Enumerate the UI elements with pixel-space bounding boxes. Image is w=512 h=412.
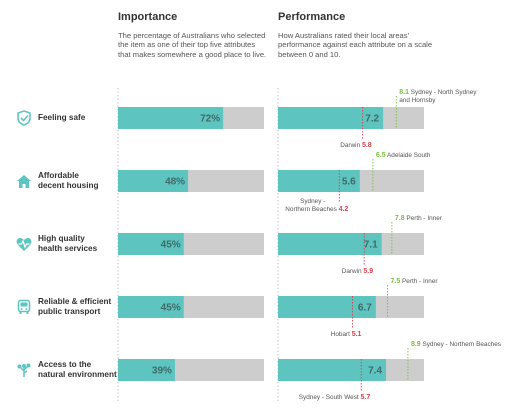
lowest-area: Darwin: [340, 142, 360, 149]
row-label-line: health services: [38, 244, 98, 253]
lowest-annotation: Northern Beaches 4.2: [285, 206, 348, 213]
lowest-area: Northern Beaches: [285, 206, 338, 213]
highest-area: Perth - Inner: [400, 278, 438, 285]
row-label: High quality health services: [38, 234, 97, 254]
performance-value-label: 7.2: [365, 114, 379, 125]
row-label-line: public transport: [38, 307, 101, 316]
highest-value: 6.5: [376, 152, 386, 159]
importance-bar: [118, 107, 224, 129]
row-label-line: decent housing: [38, 181, 99, 190]
lowest-area: Darwin: [342, 268, 362, 275]
highest-area: Sydney - North Sydney: [409, 89, 477, 96]
highest-area: and Hornsby: [399, 97, 436, 104]
row-label: Reliable & efficient public transport: [38, 297, 111, 317]
highest-annotation: 8.1 Sydney - North Sydney and Hornsby: [399, 89, 477, 104]
row-label-line: Access to the: [38, 360, 92, 369]
lowest-annotation: Sydney -: [300, 198, 325, 205]
lowest-value: 4.2: [339, 206, 349, 213]
performance-title: Performance: [278, 11, 346, 23]
importance-bar: [118, 233, 184, 255]
performance-bar: [278, 233, 382, 255]
lowest-area: Sydney - South West: [299, 394, 359, 401]
importance-bar: [118, 170, 189, 192]
performance-bar: [278, 107, 384, 129]
lowest-value: 5.1: [352, 331, 362, 338]
importance-value-label: 45%: [161, 303, 181, 314]
performance-value-label: 7.4: [368, 366, 382, 377]
importance-title: Importance: [118, 11, 178, 23]
performance-bar: [278, 359, 387, 381]
importance-bar: [118, 296, 184, 318]
highest-area: Sydney - Northern Beaches: [421, 341, 501, 348]
highest-annotation: 6.5 Adelaide South: [376, 152, 431, 159]
importance-bar: [118, 359, 175, 381]
highest-area: Adelaide South: [386, 152, 431, 159]
tree-icon: [16, 362, 32, 378]
lowest-value: 5.7: [360, 394, 370, 401]
performance-value-label: 6.7: [358, 303, 372, 314]
highest-value: 7.8: [395, 215, 405, 222]
highest-value: 8.1: [399, 89, 409, 96]
row-label: Feeling safe: [38, 113, 85, 123]
highest-annotation: 7.8 Perth - Inner: [395, 215, 443, 222]
importance-value-label: 45%: [161, 240, 181, 251]
house-icon: [16, 173, 32, 189]
lowest-annotation: Hobart 5.1: [331, 331, 362, 338]
importance-value-label: 48%: [165, 177, 185, 188]
performance-bar: [278, 296, 376, 318]
row-label-line: High quality: [38, 234, 85, 243]
lowest-annotation: Sydney - South West 5.7: [299, 394, 371, 401]
importance-value-label: 72%: [200, 114, 220, 125]
highest-annotation: 8.9 Sydney - Northern Beaches: [411, 341, 501, 348]
bus-icon: [16, 299, 32, 315]
shield-check-icon: [16, 110, 32, 126]
row-label: Affordable decent housing: [38, 171, 99, 191]
row-label-line: natural environment: [38, 370, 117, 379]
heart-pulse-icon: [16, 236, 32, 252]
row-label-line: Feeling safe: [38, 113, 86, 122]
row-label: Access to the natural environment: [38, 360, 117, 380]
lowest-annotation: Darwin 5.9: [342, 268, 374, 275]
lowest-value: 5.8: [362, 142, 372, 149]
lowest-area: Hobart: [331, 331, 350, 338]
performance-description: How Australians rated their local areas'…: [278, 31, 433, 59]
importance-description: The percentage of Australians who select…: [118, 31, 267, 59]
performance-value-label: 5.6: [342, 177, 356, 188]
row-label-line: Reliable & efficient: [38, 297, 112, 306]
performance-value-label: 7.1: [364, 240, 378, 251]
highest-value: 8.9: [411, 341, 421, 348]
row-label-line: Affordable: [38, 171, 79, 180]
lowest-value: 5.9: [363, 268, 373, 275]
lowest-annotation: Darwin 5.8: [340, 142, 372, 149]
highest-area: Perth - Inner: [405, 215, 443, 222]
highest-annotation: 7.5 Perth - Inner: [391, 278, 439, 285]
importance-value-label: 39%: [152, 366, 172, 377]
highest-value: 7.5: [391, 278, 401, 285]
